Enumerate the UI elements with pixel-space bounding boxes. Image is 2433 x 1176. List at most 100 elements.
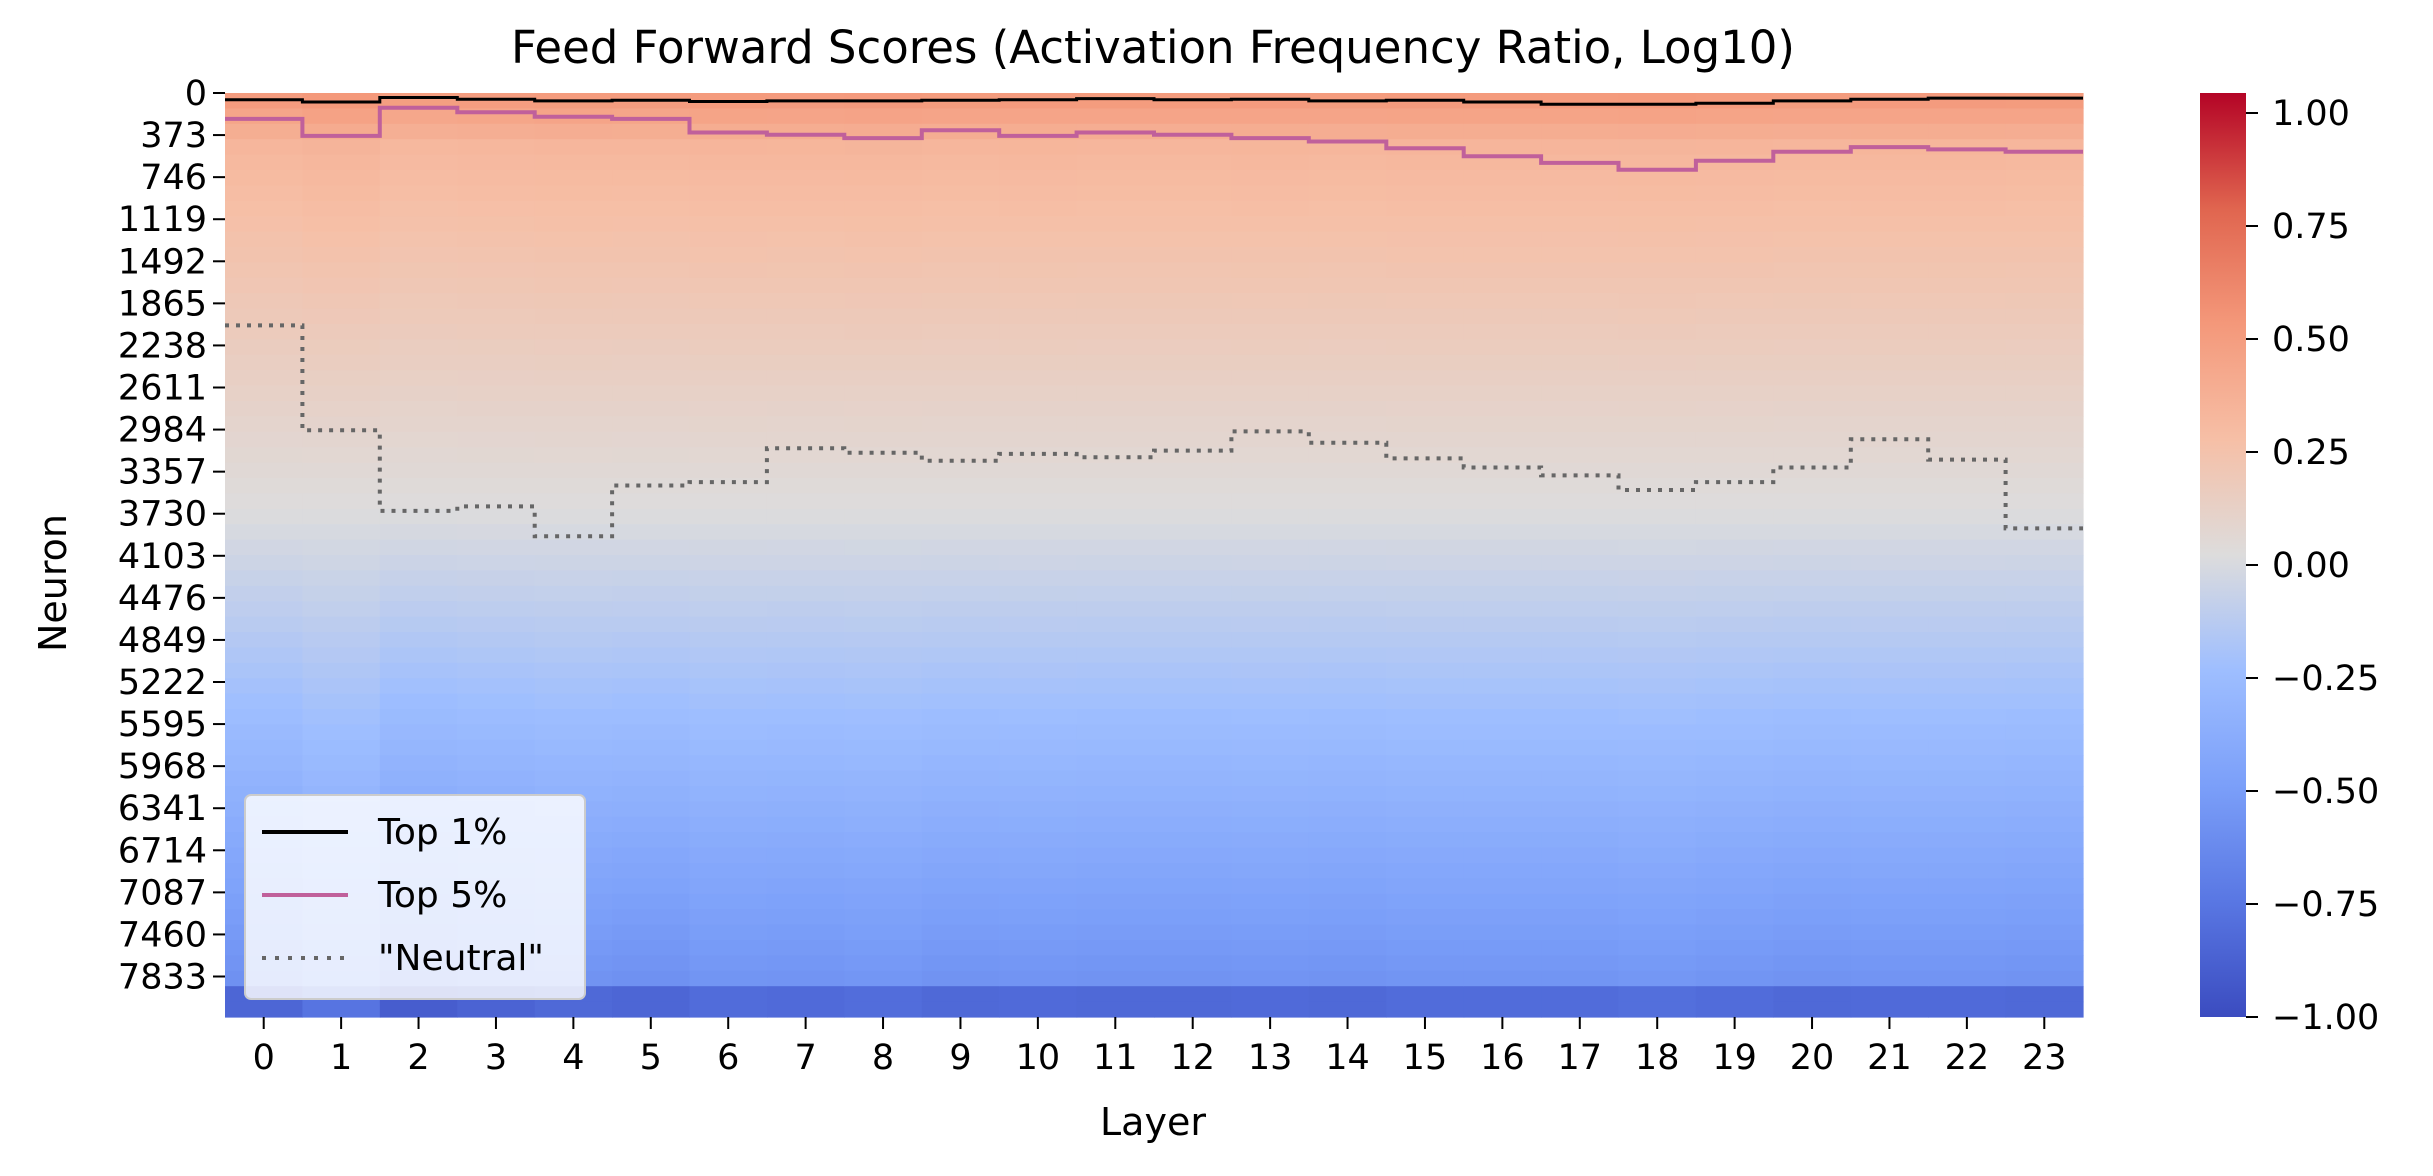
heatmap-cell: [612, 601, 691, 618]
heatmap-cell: [2005, 786, 2084, 802]
heatmap-cell: [844, 139, 923, 156]
heatmap-cell: [921, 555, 1000, 571]
heatmap-cell: [999, 847, 1078, 864]
heatmap-cell: [689, 139, 768, 156]
heatmap-cell: [2005, 647, 2084, 664]
heatmap-cell: [1231, 693, 1310, 710]
heatmap-cell: [2005, 154, 2084, 171]
heatmap-cell: [1695, 416, 1774, 433]
heatmap-cell: [1463, 462, 1542, 479]
heatmap-cell: [379, 293, 458, 310]
heatmap-cell: [1308, 832, 1387, 849]
heatmap-cell: [1308, 370, 1387, 387]
heatmap-cell: [1308, 970, 1387, 987]
heatmap-cell: [1773, 339, 1852, 356]
heatmap-cell: [1308, 739, 1387, 756]
y-tick-label: 1119: [118, 200, 207, 240]
heatmap-cell: [1541, 585, 1620, 602]
heatmap-cell: [1463, 370, 1542, 387]
heatmap-cell: [1695, 216, 1774, 233]
heatmap-cell: [766, 247, 845, 263]
heatmap-cell: [1076, 308, 1155, 325]
heatmap-cell: [844, 585, 923, 602]
heatmap-cell: [1850, 478, 1929, 494]
heatmap-cell: [1154, 200, 1233, 217]
heatmap-cell: [999, 570, 1078, 587]
heatmap-cell: [2005, 401, 2084, 417]
heatmap-cell: [1928, 93, 2007, 109]
y-axis-title: Neuron: [31, 514, 75, 652]
heatmap-cell: [999, 324, 1078, 340]
heatmap-cell: [921, 493, 1000, 510]
heatmap-cell: [1463, 478, 1542, 494]
heatmap-cell: [1928, 277, 2007, 294]
heatmap-cell: [302, 1001, 381, 1018]
heatmap-cell: [2005, 678, 2084, 695]
heatmap-cell: [921, 832, 1000, 849]
heatmap-cell: [1308, 786, 1387, 802]
heatmap-cell: [379, 401, 458, 417]
heatmap-cell: [225, 585, 304, 602]
heatmap-cell: [1154, 832, 1233, 849]
heatmap-cell: [225, 632, 304, 648]
heatmap-cell: [689, 170, 768, 186]
heatmap-cell: [1850, 755, 1929, 772]
heatmap-cell: [999, 632, 1078, 648]
heatmap-cell: [766, 508, 845, 525]
heatmap-cell: [1076, 231, 1155, 248]
heatmap-cell: [225, 231, 304, 248]
heatmap-cell: [1308, 570, 1387, 587]
heatmap-cell: [612, 139, 691, 156]
heatmap-cell: [2005, 940, 2084, 956]
heatmap-cell: [1308, 447, 1387, 464]
heatmap-cell: [1076, 986, 1155, 1003]
heatmap-cell: [379, 416, 458, 433]
heatmap-cell: [844, 555, 923, 571]
heatmap-cell: [1463, 401, 1542, 417]
heatmap-cell: [1850, 570, 1929, 587]
heatmap-cell: [1695, 539, 1774, 556]
heatmap-cell: [2005, 354, 2084, 371]
heatmap-cell: [1386, 170, 1465, 186]
heatmap-cell: [1850, 555, 1929, 571]
heatmap-cell: [1308, 170, 1387, 186]
heatmap-cell: [766, 170, 845, 186]
heatmap-cell: [689, 508, 768, 525]
heatmap-cell: [1928, 231, 2007, 248]
heatmap-cell: [225, 447, 304, 464]
heatmap-cell: [1850, 123, 1929, 140]
heatmap-cell: [379, 108, 458, 125]
heatmap-cell: [999, 678, 1078, 695]
heatmap-cell: [302, 339, 381, 356]
heatmap-cell: [379, 570, 458, 587]
heatmap-cell: [766, 447, 845, 464]
heatmap-cell: [766, 524, 845, 541]
heatmap-cell: [1850, 693, 1929, 710]
heatmap-cell: [1076, 185, 1155, 202]
heatmap-cell: [1386, 200, 1465, 217]
heatmap-cell: [1154, 770, 1233, 787]
heatmap-cell: [1386, 555, 1465, 571]
heatmap-cell: [921, 893, 1000, 910]
heatmap-cell: [225, 370, 304, 387]
heatmap-cell: [1308, 324, 1387, 340]
heatmap-cell: [766, 601, 845, 618]
heatmap-cell: [302, 216, 381, 233]
heatmap-cell: [1695, 247, 1774, 263]
heatmap-cell: [844, 955, 923, 972]
heatmap-cell: [1463, 770, 1542, 787]
heatmap-cell: [1618, 447, 1697, 464]
heatmap-cell: [921, 539, 1000, 556]
heatmap-cell: [1154, 555, 1233, 571]
heatmap-cell: [534, 401, 613, 417]
heatmap-cell: [1618, 924, 1697, 941]
heatmap-cell: [1695, 555, 1774, 571]
heatmap-cell: [2005, 462, 2084, 479]
heatmap-cell: [1076, 447, 1155, 464]
heatmap-cell: [1928, 247, 2007, 263]
colorbar-tick-label: 0.75: [2272, 207, 2350, 247]
heatmap-cell: [1463, 123, 1542, 140]
heatmap-cell: [302, 478, 381, 494]
heatmap-cell: [2005, 385, 2084, 402]
heatmap-cell: [1618, 893, 1697, 910]
